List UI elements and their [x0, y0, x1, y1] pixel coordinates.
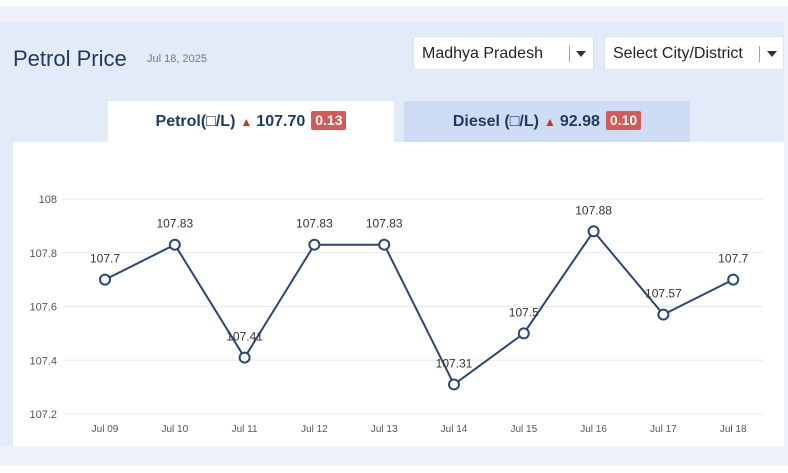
y-tick-label: 108 [39, 194, 57, 206]
x-tick-label: Jul 10 [161, 424, 188, 435]
chevron-down-icon [576, 51, 586, 57]
data-label: 107.31 [436, 356, 473, 370]
y-tick-label: 107.4 [29, 355, 57, 367]
data-point [727, 273, 740, 286]
data-point [99, 273, 111, 286]
data-label: 107.83 [366, 217, 403, 231]
data-point [168, 238, 181, 251]
chevron-down-icon [767, 51, 777, 57]
y-tick-label: 107.8 [29, 248, 57, 260]
tab-diesel[interactable]: Diesel (□/L) ▲ 92.98 0.10 [404, 101, 690, 142]
data-point [238, 351, 251, 364]
data-label: 107.41 [226, 330, 263, 344]
price-card: Petrol Price Jul 18, 2025 Madhya Pradesh… [0, 22, 784, 446]
price-line-chart: 107.2 107.4 107.6 107.8 108 Jul 09 Jul 10 Jul 1… [29, 194, 763, 435]
x-tick-label: Jul 18 [720, 424, 747, 435]
city-select[interactable]: Select City/District [604, 36, 784, 70]
up-arrow-icon: ▲ [240, 115, 253, 129]
chart-area: 107.2 107.4 107.6 107.8 108 Jul 09 Jul 10 Jul 1… [13, 142, 784, 446]
x-tick-label: Jul 16 [580, 424, 607, 435]
tab-petrol-label: Petrol(□/L) [155, 113, 236, 130]
tab-diesel-price: 92.98 [559, 113, 600, 130]
x-tick-label: Jul 13 [371, 424, 398, 435]
data-point [378, 238, 391, 251]
diesel-change-badge: 0.10 [605, 111, 642, 130]
data-point [448, 378, 460, 391]
data-label: 107.5 [509, 305, 539, 319]
update-date: Jul 18, 2025 [147, 53, 207, 65]
data-point [657, 308, 670, 321]
data-label: 107.88 [575, 203, 612, 217]
top-strip [0, 0, 788, 6]
data-label: 107.57 [645, 287, 682, 301]
petrol-change-badge: 0.13 [311, 111, 347, 130]
x-tick-label: Jul 14 [441, 424, 468, 435]
up-arrow-icon: ▲ [543, 115, 556, 129]
y-tick-label: 107.6 [29, 302, 57, 314]
tab-petrol[interactable]: Petrol(□/L) ▲ 107.70 0.13 [108, 101, 394, 142]
data-label: 107.83 [296, 217, 333, 231]
state-select[interactable]: Madhya Pradesh [413, 36, 594, 70]
data-label: 107.83 [156, 217, 193, 231]
x-tick-label: Jul 15 [510, 424, 537, 435]
bottom-strip [0, 466, 788, 473]
series-line [104, 229, 734, 386]
data-point [517, 327, 530, 340]
y-tick-label: 107.2 [29, 409, 57, 421]
city-select-value: Select City/District [613, 45, 743, 62]
data-label: 107.7 [718, 252, 748, 266]
data-point [308, 238, 321, 251]
state-select-value: Madhya Pradesh [422, 45, 543, 62]
data-point [587, 225, 600, 238]
x-tick-label: Jul 11 [232, 424, 258, 435]
x-tick-label: Jul 12 [301, 424, 328, 435]
select-separator [759, 46, 760, 62]
x-tick-label: Jul 17 [650, 424, 677, 435]
tab-petrol-price: 107.70 [256, 113, 306, 130]
select-separator [569, 46, 570, 62]
page-title: Petrol Price [13, 46, 127, 71]
x-tick-label: Jul 09 [92, 424, 119, 435]
data-label: 107.7 [90, 252, 120, 266]
tab-diesel-label: Diesel (□/L) [452, 113, 539, 130]
